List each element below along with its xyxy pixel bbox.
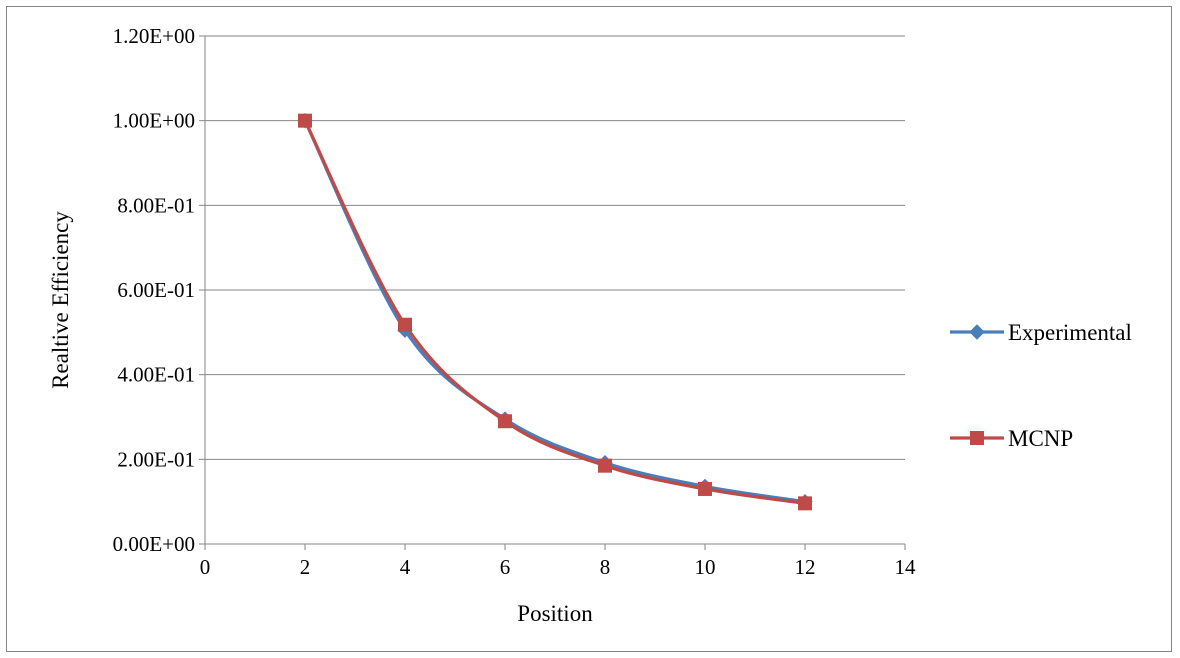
- y-tick-label-3: 6.00E-01: [117, 278, 195, 302]
- legend-label-mcnp: MCNP: [1008, 426, 1073, 451]
- series-markers: [297, 112, 813, 511]
- x-tick-label-0: 0: [200, 555, 211, 579]
- x-tick-label-6: 12: [795, 555, 816, 579]
- series-lines: [303, 119, 807, 505]
- legend: Experimental MCNP: [950, 320, 1132, 451]
- x-tick-label-4: 8: [600, 555, 611, 579]
- x-tick-label-5: 10: [695, 555, 716, 579]
- x-tick-label-7: 14: [895, 555, 917, 579]
- point-mcnp-8: [598, 458, 612, 473]
- x-tick-label-3: 6: [500, 555, 511, 579]
- point-mcnp-10: [698, 481, 712, 496]
- legend-label-experimental: Experimental: [1008, 320, 1132, 345]
- y-tick-label-6: 1.20E+00: [113, 24, 195, 48]
- y-tick-label-2: 4.00E-01: [117, 363, 195, 387]
- legend-marker-mcnp: [970, 431, 984, 445]
- axes: [199, 35, 906, 550]
- x-axis-title: Position: [517, 601, 593, 626]
- x-tick-label-2: 4: [400, 555, 411, 579]
- point-mcnp-6: [498, 414, 512, 429]
- y-axis-title: Realtive Efficiency: [48, 211, 73, 389]
- series-line-experimental: [303, 119, 807, 504]
- point-mcnp-2: [298, 113, 312, 128]
- grid-lines: [205, 35, 905, 460]
- y-tick-label-4: 8.00E-01: [117, 193, 195, 217]
- legend-marker-experimental: [969, 324, 985, 340]
- y-tick-label-1: 2.00E-01: [117, 447, 195, 471]
- tick-labels: 0.00E+00 2.00E-01 4.00E-01 6.00E-01 8.00E-01…: [113, 24, 916, 579]
- y-tick-label-5: 1.00E+00: [113, 109, 195, 133]
- x-tick-label-1: 2: [300, 555, 311, 579]
- y-tick-label-0: 0.00E+00: [113, 532, 195, 556]
- point-mcnp-12: [798, 496, 812, 511]
- point-mcnp-4: [398, 317, 412, 332]
